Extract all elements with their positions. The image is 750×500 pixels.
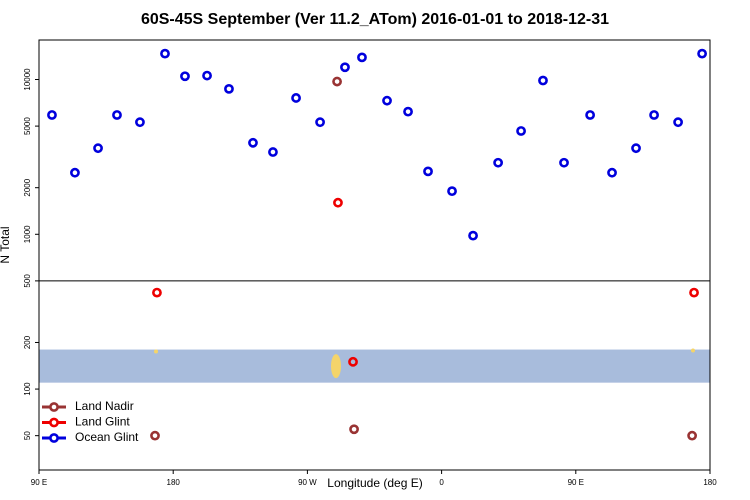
x-tick-label: 90 E (31, 478, 47, 487)
point (70, 167, 80, 178)
point (607, 167, 617, 178)
y-axis-label: N Total (0, 226, 12, 263)
point (333, 197, 343, 208)
x-tick-label: 0 (439, 478, 444, 487)
x-axis-label: Longitude (deg E) (327, 476, 422, 490)
x-tick-label: 90 W (298, 478, 317, 487)
point (47, 110, 57, 120)
point (268, 147, 278, 157)
legend-marker (49, 402, 59, 412)
y-tick-label: 1000 (23, 225, 32, 243)
point (291, 93, 301, 103)
point (160, 48, 170, 59)
point (112, 110, 122, 120)
point (135, 117, 145, 128)
point (559, 157, 569, 168)
point (447, 186, 457, 197)
point (631, 143, 641, 154)
point (340, 62, 350, 73)
chart-title: 60S-45S September (Ver 11.2_ATom) 2016-0… (141, 11, 609, 28)
y-tick-label: 500 (23, 274, 32, 288)
point (332, 76, 342, 87)
y-tick-label: 5000 (23, 117, 32, 135)
legend-label: Ocean Glint (75, 430, 139, 444)
legend-label: Land Glint (75, 415, 130, 429)
plot-frame (38, 39, 711, 471)
legend-label: Land Nadir (75, 399, 134, 413)
legend-marker (49, 433, 59, 443)
x-tick-label: 180 (167, 478, 181, 487)
y-tick-label: 200 (23, 335, 32, 349)
point (689, 287, 699, 298)
point (248, 137, 258, 148)
point (315, 117, 325, 128)
point (202, 70, 212, 81)
point (649, 110, 659, 120)
point (382, 95, 392, 106)
point (349, 424, 359, 435)
y-tick-label: 100 (23, 382, 32, 396)
point (224, 83, 234, 94)
point (673, 117, 683, 128)
point (348, 356, 358, 367)
point (493, 157, 504, 168)
point (150, 430, 160, 441)
point (357, 52, 367, 63)
y-tick-label: 50 (23, 431, 32, 440)
x-tick-label: 90 E (568, 478, 584, 487)
point (180, 71, 190, 82)
point (468, 230, 478, 241)
land (331, 354, 341, 379)
point (687, 430, 698, 441)
y-tick-label: 2000 (23, 178, 32, 196)
point (93, 143, 103, 154)
point (516, 126, 526, 136)
map-band (39, 349, 710, 383)
land (154, 349, 158, 354)
point (152, 287, 162, 298)
y-tick-label: 10000 (23, 68, 32, 91)
legend-marker (49, 417, 59, 428)
land (691, 348, 695, 353)
x-tick-label: 180 (703, 478, 717, 487)
point (585, 110, 596, 120)
point (697, 48, 707, 59)
point (423, 166, 433, 177)
point (538, 75, 548, 86)
point (403, 106, 413, 117)
